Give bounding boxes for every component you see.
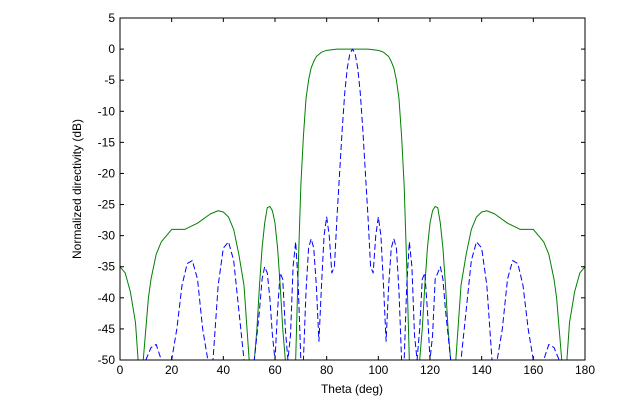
y-tick-label: -50: [98, 353, 116, 367]
y-tick-label: -35: [98, 260, 116, 274]
y-tick-label: -30: [98, 229, 116, 243]
axis-layer: 0 20 40 60 80 100 120 140 160 180 5 0 -5 -10 -15 -20 -25…: [98, 11, 596, 377]
y-tick-label: -10: [98, 104, 116, 118]
y-tick-label: 5: [108, 11, 115, 25]
x-axis-label: Theta (deg): [321, 382, 383, 396]
x-tick-label: 20: [165, 363, 179, 377]
x-tick-label: 180: [575, 363, 595, 377]
x-tick-label: 160: [523, 363, 543, 377]
plot-frame: [119, 17, 586, 361]
x-tick-label: 120: [420, 363, 440, 377]
x-tick-label: 100: [368, 363, 388, 377]
x-tick-label: 40: [217, 363, 231, 377]
y-tick-label: -40: [98, 291, 116, 305]
y-tick-label: -5: [104, 73, 115, 87]
y-axis-label: Normalized directivity (dB): [70, 119, 84, 259]
x-tick-label: 60: [268, 363, 282, 377]
y-tick-label: -45: [98, 322, 116, 336]
x-tick-label: 80: [320, 363, 334, 377]
plot-area: [120, 18, 585, 360]
x-tick-label: 140: [472, 363, 492, 377]
y-tick-label: -25: [98, 198, 116, 212]
y-tick-label: -20: [98, 166, 116, 180]
y-tick-label: 0: [108, 42, 115, 56]
y-tick-label: -15: [98, 135, 116, 149]
x-tick-label: 0: [117, 363, 124, 377]
